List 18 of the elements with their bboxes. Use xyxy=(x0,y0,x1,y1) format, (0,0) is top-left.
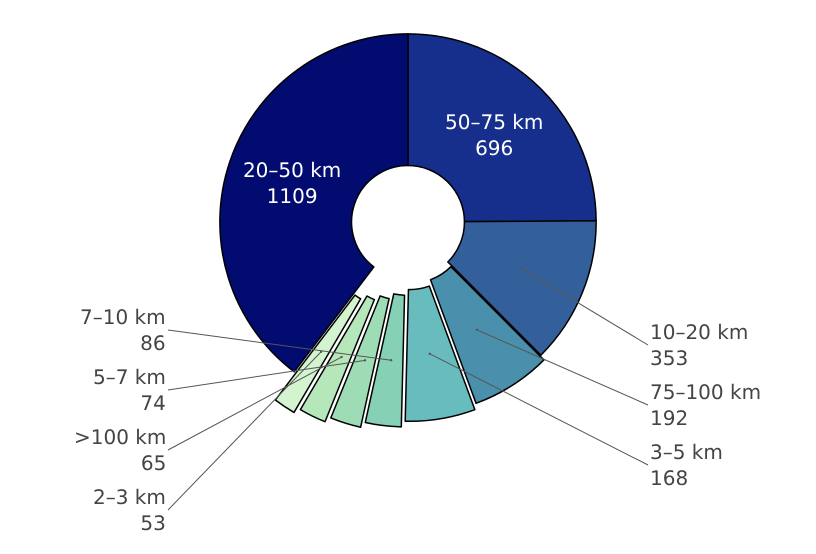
data-label: 1109 xyxy=(266,184,318,208)
data-label: 65 xyxy=(140,451,166,475)
data-label: 168 xyxy=(650,466,688,490)
data-label: 53 xyxy=(140,511,166,535)
slice-label: 75–100 km xyxy=(650,380,762,404)
slice-label: 10–20 km xyxy=(650,320,748,344)
slice-label: 7–10 km xyxy=(80,305,166,329)
data-label: 86 xyxy=(140,331,166,355)
data-label: 353 xyxy=(650,346,688,370)
slice-label: 5–7 km xyxy=(93,365,166,389)
slice-label: 50–75 km xyxy=(445,110,544,134)
data-label: 74 xyxy=(140,391,166,415)
slice-label: >100 km xyxy=(74,425,166,449)
slice-label: 3–5 km xyxy=(650,440,723,464)
slice-label: 2–3 km xyxy=(93,485,166,509)
data-label: 192 xyxy=(650,406,688,430)
data-label: 696 xyxy=(475,136,514,160)
slice-label: 20–50 km xyxy=(242,158,342,182)
